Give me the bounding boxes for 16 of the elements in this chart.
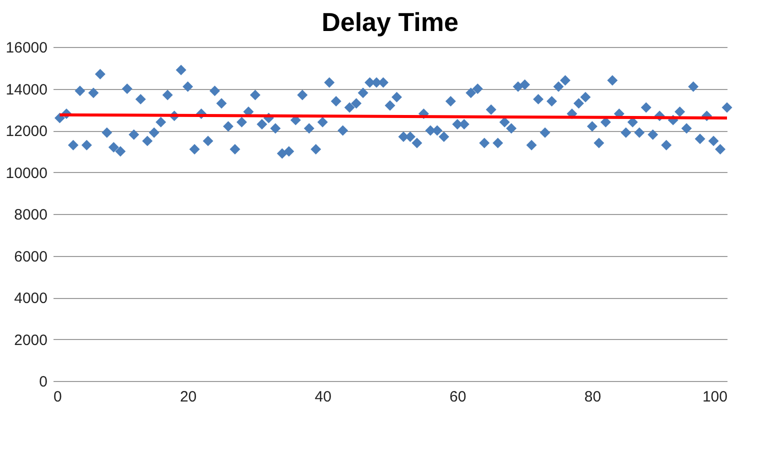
x-tick-label: 80 [584, 388, 602, 406]
y-tick-label: 14000 [6, 81, 48, 98]
chart-title: Delay Time [322, 7, 458, 37]
y-tick-label: 6000 [14, 248, 48, 266]
y-tick-label: 8000 [14, 206, 48, 224]
y-tick-label: 0 [39, 374, 48, 390]
x-tick-label: 40 [314, 388, 332, 406]
y-tick-label: 16000 [6, 40, 48, 56]
y-tick-label: 4000 [14, 290, 48, 307]
x-tick-label: 100 [702, 388, 728, 406]
y-tick-label: 12000 [6, 123, 48, 140]
x-tick-label: 60 [450, 388, 466, 406]
x-tick-label: 20 [180, 388, 197, 406]
y-tick-label: 2000 [14, 332, 48, 349]
y-tick-label: 10000 [6, 164, 48, 182]
x-tick-label: 0 [54, 388, 62, 406]
